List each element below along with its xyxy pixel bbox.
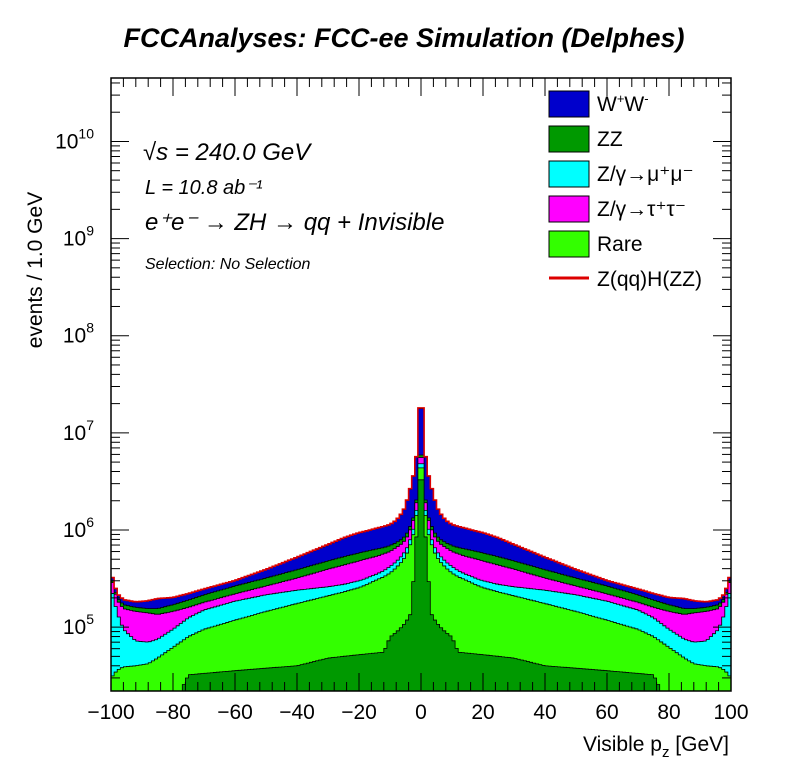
x-tick-label: −80 [155,701,191,724]
y-tick-label: 108 [63,320,94,348]
chart-title: FCCAnalyses: FCC-ee Simulation (Delphes) [123,23,684,53]
axes-layer: −100 −80 −60 −40 −20 0 20 40 60 80 100 105 106 107 108… [55,78,749,724]
legend-label-zz: ZZ [597,128,623,151]
x-tick-label: 0 [415,701,427,724]
y-axis-label: events / 1.0 GeV [24,192,47,348]
x-tick-label: −20 [341,701,377,724]
legend-swatch-zz [548,125,590,153]
stack-layer [110,407,732,692]
x-tick-label: −60 [217,701,253,724]
legend: W+W- ZZ Z/γ→μ⁺μ⁻ Z/γ→τ⁺τ⁻ Rare Z(qq)H(ZZ… [548,90,702,291]
x-tick-label: 40 [533,701,556,724]
x-axis-label-main: Visible p [583,733,662,756]
y-tick-label: 105 [63,611,94,639]
x-tick-label: 60 [595,701,618,724]
y-tick-label: 107 [63,417,94,445]
x-tick-label: 80 [657,701,680,724]
x-tick-label: 20 [471,701,494,724]
legend-label-ztautau: Z/γ→τ⁺τ⁻ [597,198,686,221]
y-tick-label: 1010 [55,125,94,153]
selection-label: Selection: No Selection [145,256,311,273]
lumi-label: L = 10.8 ab⁻¹ [145,177,263,199]
x-tick-label: −100 [87,701,134,724]
annotation-block: √s = 240.0 GeV L = 10.8 ab⁻¹ e⁺e⁻ → ZH →… [143,139,444,273]
legend-label-ww: W+W- [597,91,649,116]
legend-swatch-ztautau [548,195,590,223]
legend-swatch-ww [548,90,590,118]
sqrt-s-label: √s = 240.0 GeV [143,139,312,166]
legend-label-zmumu: Z/γ→μ⁺μ⁻ [597,163,694,186]
x-axis-label: Visible pz [GeV] [583,733,729,761]
legend-swatch-zmumu [548,160,590,188]
legend-swatch-rare [548,230,590,258]
legend-label-rare: Rare [597,233,643,256]
y-tick-label: 109 [63,223,94,251]
legend-label-signal: Z(qq)H(ZZ) [597,268,702,291]
x-tick-label: 100 [713,701,748,724]
stack-area-zz-core [111,479,731,692]
x-tick-label: −40 [279,701,315,724]
y-tick-label: 106 [63,514,94,542]
signal-line [111,407,731,603]
process-label: e⁺e⁻ → ZH → qq + Invisible [145,209,444,236]
